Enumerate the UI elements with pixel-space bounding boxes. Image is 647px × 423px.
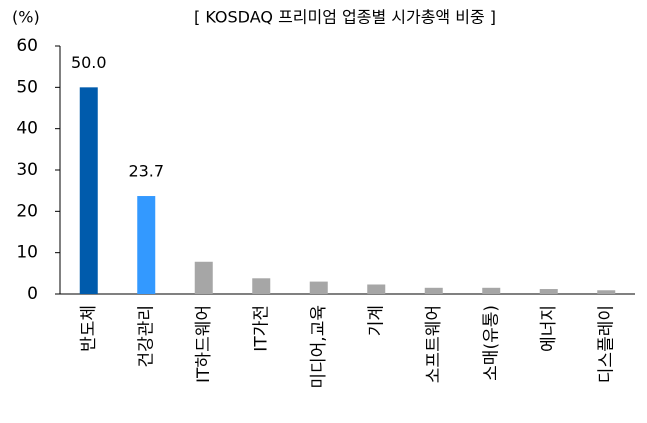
bar [367,284,386,294]
x-tick-label: IT가전 [251,305,271,352]
x-tick-label: IT하드웨어 [194,305,214,383]
y-axis-label: (%) [12,8,40,27]
y-tick-label: 50 [16,77,38,97]
x-tick-label: 반도체 [79,305,99,352]
bar [252,278,271,294]
x-tick-label: 기계 [366,305,386,336]
bar [194,261,213,294]
bar [424,287,443,294]
bar [79,87,98,294]
chart-title: [ KOSDAQ 프리미엄 업종별 시가총액 비중 ] [194,8,496,27]
data-label: 23.7 [128,162,164,181]
y-tick-label: 20 [16,201,38,221]
y-tick-label: 60 [16,36,38,56]
bar [482,287,501,294]
x-tick-label: 소프트웨어 [424,305,444,383]
bar [539,289,558,294]
bar [137,196,156,294]
x-tick-label: 소매(유통) [481,305,501,381]
x-tick-label: 미디어,교육 [309,305,329,389]
x-tick-label: 에너지 [539,305,559,352]
bar [597,290,616,294]
bar [309,281,328,294]
y-tick-label: 40 [16,119,38,139]
y-tick-label: 30 [16,160,38,180]
x-tick-label: 디스플레이 [596,305,616,383]
x-tick-label: 건강관리 [136,305,156,368]
y-tick-label: 10 [16,243,38,263]
y-tick-label: 0 [27,284,38,304]
data-label: 50.0 [71,53,107,72]
